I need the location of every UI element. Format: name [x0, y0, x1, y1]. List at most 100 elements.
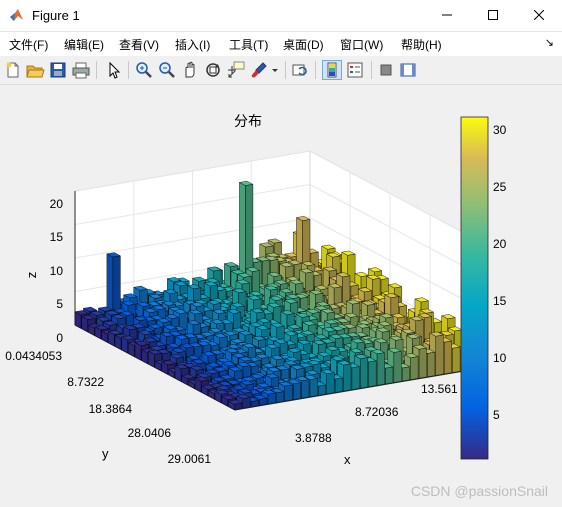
- show-plot-tools-button[interactable]: [398, 60, 418, 80]
- new-figure-button[interactable]: [3, 60, 23, 80]
- rotate-3d-icon: [206, 63, 220, 77]
- figure-toolbar: [0, 56, 562, 85]
- bar-front: [128, 342, 135, 357]
- x-tick: 3.8788: [295, 431, 332, 445]
- menu-help[interactable]: 帮助(H): [401, 38, 442, 52]
- x-axis-line: [234, 369, 471, 411]
- toolbar-separator: [371, 61, 372, 79]
- bar-side: [401, 366, 410, 382]
- bar-side: [452, 346, 461, 373]
- zoom-out-button[interactable]: [157, 60, 177, 80]
- pointer-icon: [109, 61, 121, 79]
- z-tick: 10: [50, 264, 64, 278]
- z-axis-ticks: 0 5 10 15 20: [50, 197, 64, 345]
- colorbar-icon: [327, 62, 337, 78]
- data-cursor-button[interactable]: [226, 60, 246, 80]
- toolbar-separator: [128, 61, 129, 79]
- bar-front: [114, 335, 122, 350]
- rotate-3d-button[interactable]: [203, 60, 223, 80]
- bar-front: [94, 326, 102, 340]
- menu-insert[interactable]: 插入(I): [175, 38, 211, 52]
- figure-canvas[interactable]: 分布 0 5 10 15 20 z 0.0434053 8.7322 18.38…: [0, 85, 562, 507]
- zoom-in-icon: [136, 62, 152, 78]
- minimize-button[interactable]: [424, 0, 470, 31]
- x-axis-ticks: 3.8788 8.72036 13.561: [295, 382, 458, 445]
- brush-icon: [251, 62, 267, 78]
- hide-plot-tools-button[interactable]: [376, 60, 396, 80]
- link-plot-button[interactable]: [290, 60, 310, 80]
- save-icon: [50, 62, 66, 78]
- undock-arrow-icon[interactable]: ↘: [544, 37, 554, 49]
- menu-bar: 文件(F) 编辑(E) 查看(V) 插入(I) 工具(T) 桌面(D) 窗口(W…: [0, 32, 562, 56]
- bar3-plot[interactable]: 分布 0 5 10 15 20 z 0.0434053 8.7322 18.38…: [0, 85, 562, 507]
- print-icon: [72, 62, 90, 79]
- open-button[interactable]: [25, 60, 45, 80]
- brush-dropdown-button[interactable]: [270, 60, 280, 80]
- bar-front: [221, 396, 228, 407]
- y-tick: 29.0061: [168, 452, 212, 466]
- link-plot-icon: [292, 64, 307, 76]
- x-tick: 13.561: [421, 382, 458, 396]
- menu-file[interactable]: 文件(F): [9, 38, 49, 52]
- colorbar-tick: 25: [493, 180, 507, 194]
- menu-tools[interactable]: 工具(T): [229, 38, 269, 52]
- bar-side: [427, 351, 436, 378]
- bar-side: [284, 384, 293, 402]
- hide-plot-tools-icon: [380, 64, 392, 76]
- bar: [227, 399, 243, 410]
- menu-edit[interactable]: 编辑(E): [64, 38, 104, 52]
- zoom-out-icon: [159, 62, 175, 78]
- bar-side: [259, 397, 268, 406]
- colorbar-tick: 20: [493, 237, 507, 251]
- bar-side: [309, 378, 318, 398]
- bar-side: [418, 347, 427, 379]
- zoom-in-button[interactable]: [134, 60, 154, 80]
- colorbar[interactable]: [460, 116, 489, 460]
- y-tick: 0.0434053: [5, 349, 62, 363]
- z-axis-label: z: [24, 272, 39, 279]
- print-button[interactable]: [71, 60, 91, 80]
- plot-title: 分布: [234, 113, 262, 129]
- menu-view[interactable]: 查看(V): [119, 38, 159, 52]
- brush-button[interactable]: [249, 60, 269, 80]
- y-axis-label: y: [102, 446, 109, 461]
- bar-front: [108, 331, 115, 347]
- bar-side: [242, 397, 251, 409]
- bar-front: [174, 365, 182, 382]
- colorbar-tick: 10: [493, 351, 507, 365]
- bar-side: [435, 334, 444, 376]
- grid-line: [74, 217, 471, 304]
- maximize-button[interactable]: [470, 0, 516, 31]
- pan-button[interactable]: [180, 60, 200, 80]
- bar-front: [81, 316, 88, 333]
- colorbar-tick: 30: [493, 123, 507, 137]
- colorbar-button[interactable]: [322, 60, 342, 80]
- z-tick: 5: [56, 297, 63, 311]
- close-icon: [534, 10, 544, 20]
- bar-front: [201, 385, 208, 396]
- bar-front: [181, 375, 188, 386]
- legend-button[interactable]: [345, 60, 365, 80]
- bar-front: [194, 377, 202, 393]
- bar-front: [134, 342, 142, 361]
- legend-icon: [347, 62, 363, 78]
- bar-side: [393, 351, 402, 383]
- bar-front: [188, 380, 195, 389]
- close-button[interactable]: [516, 0, 562, 31]
- matlab-logo-icon: [10, 9, 23, 21]
- pointer-button[interactable]: [104, 60, 124, 80]
- bar-front: [121, 336, 128, 354]
- menu-window[interactable]: 窗口(W): [340, 38, 384, 52]
- menu-desktop[interactable]: 桌面(D): [283, 38, 324, 52]
- bar-side: [385, 366, 394, 385]
- brush-dropdown-icon: [272, 69, 278, 72]
- bar-group: [74, 180, 470, 410]
- bar-side: [334, 377, 343, 393]
- bar-side: [250, 400, 259, 408]
- save-button[interactable]: [48, 60, 68, 80]
- new-figure-icon: [6, 62, 19, 78]
- open-folder-icon: [26, 65, 45, 78]
- bar-front: [88, 324, 95, 336]
- toolbar-separator: [315, 61, 316, 79]
- x-axis-label: x: [344, 452, 351, 467]
